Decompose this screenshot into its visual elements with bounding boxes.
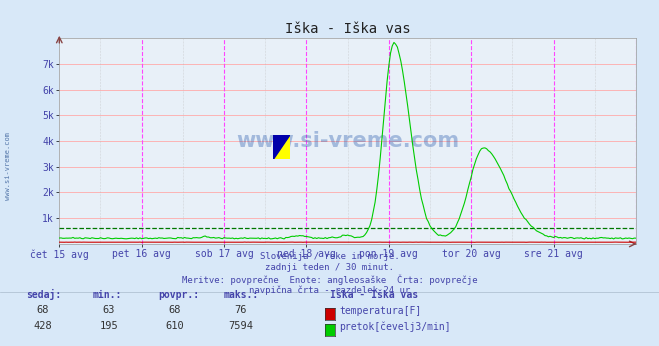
Text: 68: 68 xyxy=(169,305,181,315)
Text: 76: 76 xyxy=(235,305,246,315)
Text: 68: 68 xyxy=(37,305,49,315)
Text: sedaj:: sedaj: xyxy=(26,289,61,300)
Title: Iška - Iška vas: Iška - Iška vas xyxy=(285,21,411,36)
Text: 195: 195 xyxy=(100,321,118,331)
Text: min.:: min.: xyxy=(92,290,122,300)
Text: www.si-vreme.com: www.si-vreme.com xyxy=(5,132,11,200)
Text: Meritve: povprečne  Enote: angleosaške  Črta: povprečje: Meritve: povprečne Enote: angleosaške Čr… xyxy=(182,274,477,284)
Text: Iška - Iška vas: Iška - Iška vas xyxy=(330,290,418,300)
Text: 428: 428 xyxy=(34,321,52,331)
Text: 7594: 7594 xyxy=(228,321,253,331)
Text: zadnji teden / 30 minut.: zadnji teden / 30 minut. xyxy=(265,263,394,272)
Text: 63: 63 xyxy=(103,305,115,315)
Text: www.si-vreme.com: www.si-vreme.com xyxy=(236,131,459,151)
Text: povpr.:: povpr.: xyxy=(158,290,199,300)
Text: Slovenija / reke in morje.: Slovenija / reke in morje. xyxy=(260,252,399,261)
Text: maks.:: maks.: xyxy=(224,290,259,300)
Polygon shape xyxy=(273,135,290,159)
Text: navpična črta - razdelek 24 ur: navpična črta - razdelek 24 ur xyxy=(249,285,410,294)
Text: 610: 610 xyxy=(165,321,184,331)
Text: pretok[čevelj3/min]: pretok[čevelj3/min] xyxy=(339,321,451,332)
Text: temperatura[F]: temperatura[F] xyxy=(339,306,422,316)
Polygon shape xyxy=(273,135,290,159)
